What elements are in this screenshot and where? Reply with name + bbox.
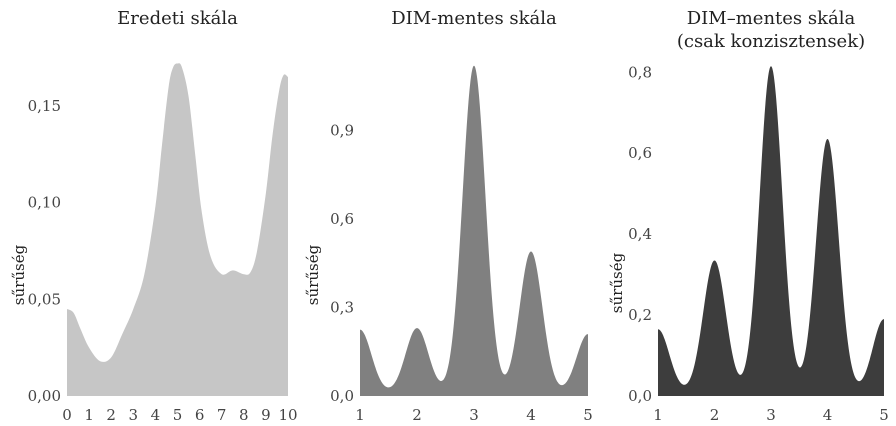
x-tick-label: 3: [129, 406, 139, 424]
density-area: [658, 66, 884, 397]
x-tick-label: 4: [526, 406, 536, 424]
chart-title: DIM-mentes skála: [391, 8, 557, 29]
density-area: [360, 65, 588, 396]
x-tick-label: 9: [261, 406, 271, 424]
y-tick-label: 0,10: [28, 194, 61, 212]
x-tick-label: 4: [151, 406, 161, 424]
y-tick-label: 0,3: [330, 299, 354, 317]
chart-subtitle: (csak konzisztensek): [677, 31, 865, 52]
y-tick-label: 0,0: [330, 387, 354, 405]
x-tick-label: 1: [84, 406, 94, 424]
y-tick-label: 0,6: [330, 210, 354, 228]
x-tick-label: 0: [62, 406, 72, 424]
y-tick-label: 0,0: [628, 387, 652, 405]
x-tick-label: 7: [217, 406, 227, 424]
y-tick-label: 0,00: [28, 387, 61, 405]
x-tick-label: 8: [239, 406, 249, 424]
y-tick-label: 0,8: [628, 63, 652, 81]
chart-panel-1: Eredeti skála 0 1 2 3 4 5 6 7 8 9 10 0,00 0,05 0,10 0,1…: [10, 8, 298, 424]
x-tick-label: 1: [653, 406, 663, 424]
chart-panel-3: DIM–mentes skála(csak konzisztensek) 1 2 3 4…: [608, 8, 889, 424]
x-tick-label: 2: [106, 406, 116, 424]
y-tick-label: 0,05: [28, 290, 61, 308]
x-tick-label: 10: [278, 406, 297, 424]
chart-panel-2: DIM-mentes skála 1 2 3 4 5 0,0 0,3 0,6 0,9 sűrűség: [304, 8, 593, 424]
x-tick-label: 3: [469, 406, 479, 424]
y-axis-label: sűrűség: [608, 252, 626, 313]
y-tick-label: 0,9: [330, 122, 354, 140]
y-tick-label: 0,6: [628, 144, 652, 162]
density-area: [67, 63, 288, 396]
y-axis-label: sűrűség: [10, 244, 28, 305]
x-tick-label: 6: [195, 406, 205, 424]
x-tick-label: 2: [710, 406, 720, 424]
y-tick-label: 0,15: [28, 97, 61, 115]
chart-title: DIM–mentes skála: [687, 8, 856, 29]
y-tick-label: 0,4: [628, 225, 652, 243]
x-tick-label: 5: [173, 406, 183, 424]
x-tick-label: 3: [766, 406, 776, 424]
y-tick-label: 0,2: [628, 306, 652, 324]
x-tick-label: 2: [412, 406, 422, 424]
x-tick-label: 5: [879, 406, 889, 424]
x-tick-label: 1: [355, 406, 365, 424]
x-tick-label: 4: [823, 406, 833, 424]
y-axis-label: sűrűség: [304, 244, 322, 305]
chart-title: Eredeti skála: [117, 8, 238, 29]
x-tick-label: 5: [583, 406, 593, 424]
